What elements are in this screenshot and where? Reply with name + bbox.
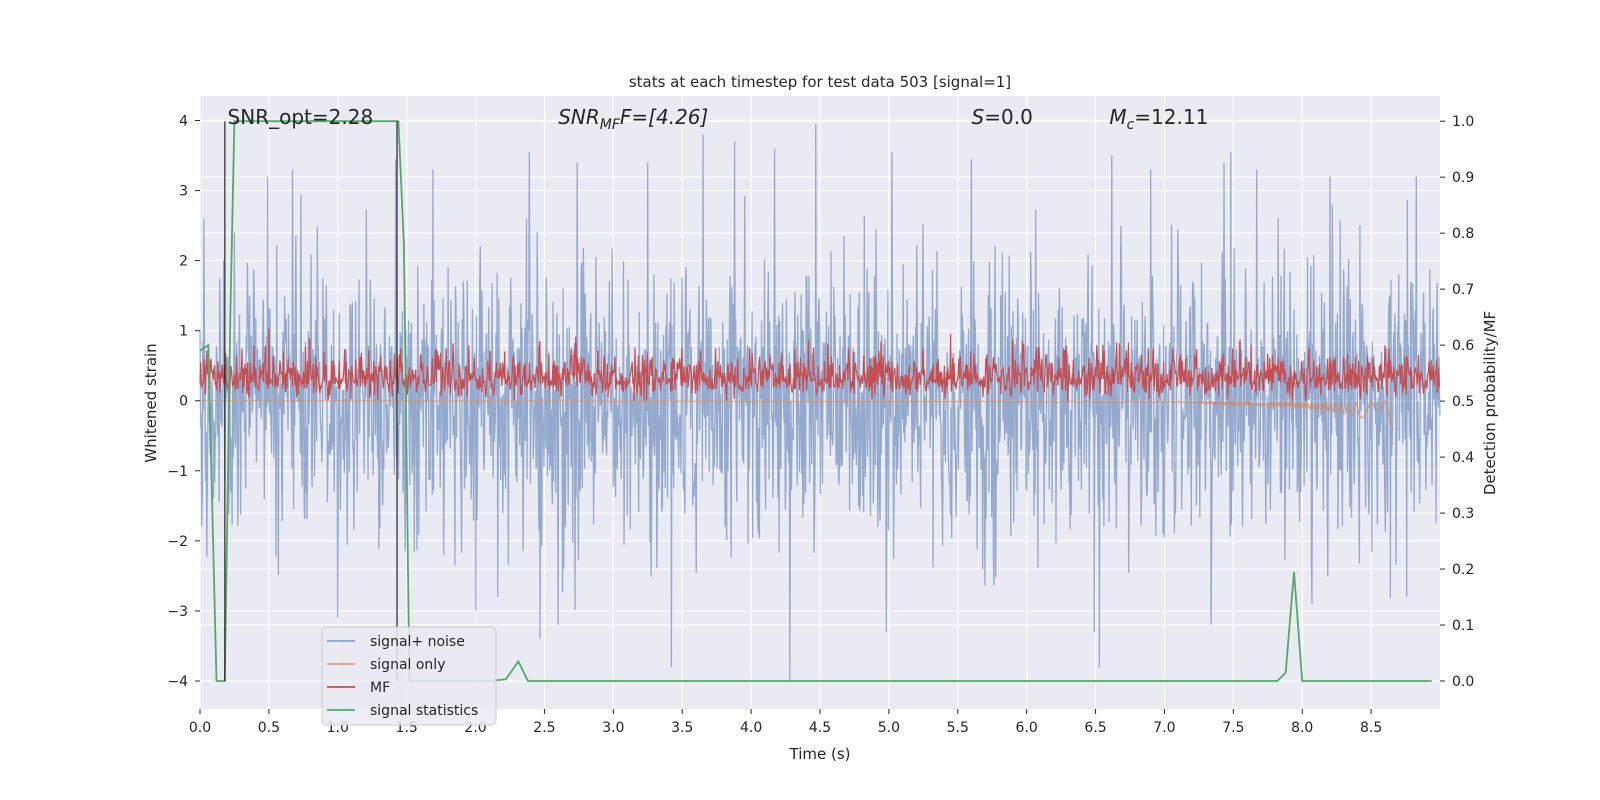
x-ticks: 0.0 0.5 1.0 1.5 2.0 2.5 3.0 3.5 4.0 4.5 5.0 5.5 6.0 6… — [189, 709, 1382, 736]
y-right-ticks: 1.0 0.9 0.8 0.7 0.6 0.5 0.4 0.3 0.2 0.1 0.0 — [1440, 114, 1474, 690]
legend-label: signal only — [370, 657, 445, 673]
y-tick-label: −3 — [167, 604, 188, 620]
annotation: S=0.0 — [972, 105, 1033, 129]
y-tick-label: 2 — [179, 254, 188, 270]
x-tick-label: 0.5 — [258, 720, 280, 736]
x-tick-label: 2.5 — [533, 720, 555, 736]
marker-layer — [224, 121, 398, 682]
annotations: SNR_opt=2.28 SNRMFF=[4.26] S=0.0 Mc=12.11 — [228, 105, 1209, 133]
y-tick-label: −2 — [167, 534, 188, 550]
x-tick-label: 6.5 — [1084, 720, 1106, 736]
y-tick-label: −4 — [167, 674, 188, 690]
annotation-part: M — [1109, 105, 1126, 129]
annotation-part: F=[4.26] — [620, 105, 708, 129]
annotation-part: MF — [600, 117, 621, 133]
x-tick-label: 5.5 — [947, 720, 969, 736]
y-right-tick-label: 0.4 — [1452, 450, 1474, 466]
series-signal-only — [200, 398, 1394, 430]
x-tick-label: 4.0 — [740, 720, 762, 736]
y-right-tick-label: 0.7 — [1452, 282, 1474, 298]
annotation-part: =0.0 — [984, 105, 1033, 129]
x-tick-label: 3.0 — [602, 720, 624, 736]
annotation-part: c — [1127, 117, 1135, 133]
y-right-tick-label: 0.9 — [1452, 170, 1474, 186]
x-tick-label: 7.5 — [1222, 720, 1244, 736]
x-tick-label: 7.0 — [1153, 720, 1175, 736]
legend-label: MF — [370, 680, 390, 696]
annotation: Mc=12.11 — [1109, 105, 1208, 133]
y-right-tick-label: 0.1 — [1452, 618, 1474, 634]
y-right-tick-label: 0.2 — [1452, 562, 1474, 578]
x-tick-label: 8.5 — [1360, 720, 1382, 736]
y-tick-label: −1 — [167, 464, 188, 480]
x-tick-label: 6.0 — [1016, 720, 1038, 736]
y-tick-label: 3 — [179, 184, 188, 200]
annotation-part: =12.11 — [1134, 105, 1208, 129]
y-axis-label: Whitened strain — [142, 343, 160, 462]
legend-label: signal statistics — [370, 703, 478, 719]
y-right-tick-label: 0.8 — [1452, 226, 1474, 242]
legend-label: signal+ noise — [370, 634, 465, 650]
series-mf — [199, 328, 1441, 402]
annotation: SNR_opt=2.28 — [228, 105, 374, 129]
y-right-tick-label: 0.5 — [1452, 394, 1474, 410]
y-tick-label: 0 — [179, 394, 188, 410]
y-ticks: 4 3 2 1 0 −1 −2 −3 −4 — [167, 114, 200, 690]
annotation-part: S — [972, 105, 985, 129]
y-right-tick-label: 0.0 — [1452, 674, 1474, 690]
y-tick-label: 1 — [179, 324, 188, 340]
x-tick-label: 5.0 — [878, 720, 900, 736]
x-axis-label: Time (s) — [789, 745, 851, 763]
y-right-tick-label: 0.3 — [1452, 506, 1474, 522]
y-right-axis-label: Detection probability/MF — [1481, 311, 1499, 495]
x-tick-label: 3.5 — [671, 720, 693, 736]
legend: signal+ noise signal only MF signal statist… — [321, 626, 497, 726]
y-right-tick-label: 0.6 — [1452, 338, 1474, 354]
chart-title: stats at each timestep for test data 503… — [629, 73, 1011, 91]
x-tick-label: 8.0 — [1291, 720, 1313, 736]
x-tick-label: 4.5 — [809, 720, 831, 736]
annotation: SNRMFF=[4.26] — [558, 105, 708, 133]
y-tick-label: 4 — [179, 114, 188, 130]
y-right-tick-label: 1.0 — [1452, 114, 1474, 130]
legend-box — [321, 626, 497, 726]
annotation-part: SNR — [558, 105, 600, 129]
x-tick-label: 0.0 — [189, 720, 211, 736]
